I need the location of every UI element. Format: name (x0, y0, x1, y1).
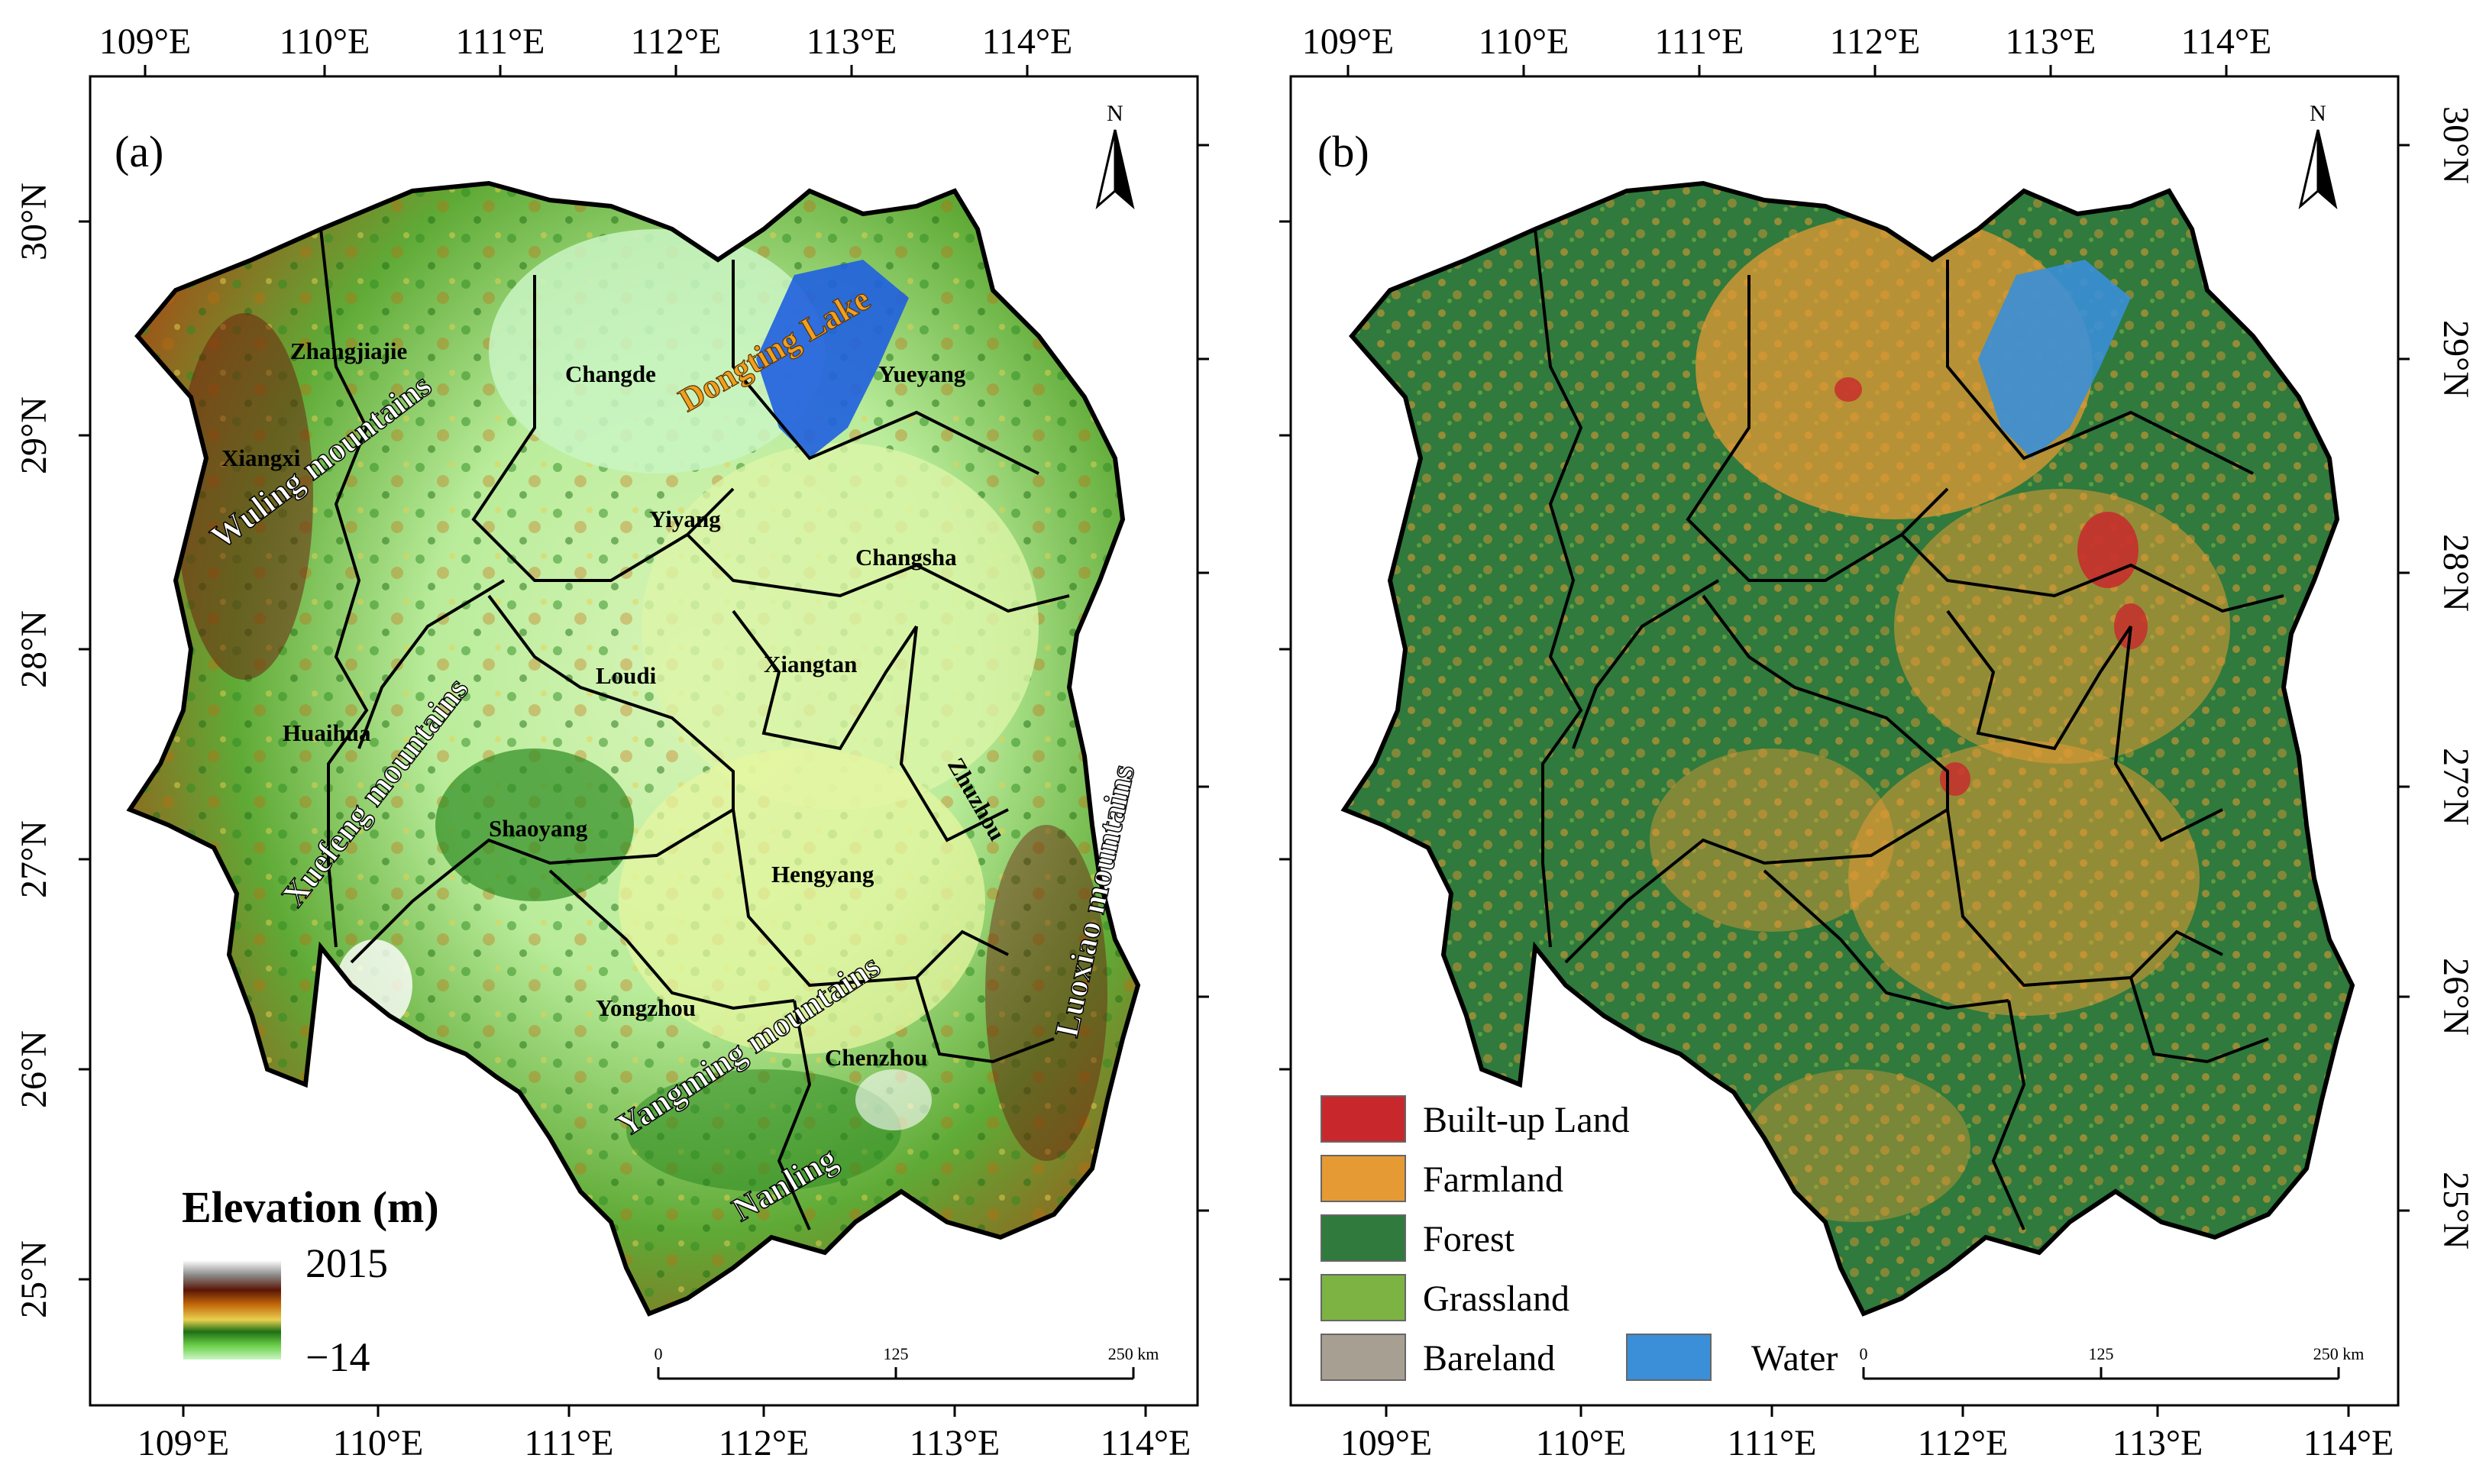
scale-label-125-a: 125 (884, 1344, 909, 1363)
city-labels-a: Zhangjiajie Changde Yueyang Xiangxi Yiya… (221, 338, 1011, 1071)
prefecture-boundaries-b (1534, 228, 2284, 1230)
scale-label-0-b: 0 (1860, 1344, 1868, 1363)
top-axis-labels-b: 109°E 110°E 111°E 112°E 113°E 114°E (1302, 21, 2272, 62)
city-label-shaoyang: Shaoyang (489, 815, 588, 842)
scale-label-250-b: 250 km (2313, 1344, 2365, 1363)
legend-label-water: Water (1751, 1338, 1838, 1379)
scale-bar-a: 0 125 250 km (655, 1344, 1159, 1380)
tick-marks-b (1279, 65, 2410, 1417)
legend-swatch-forest (1321, 1214, 1406, 1262)
north-label-b: N (2310, 101, 2326, 126)
top-tick-112-a: 112°E (631, 21, 722, 62)
panel-b: N (b) Built-up Land Farmland Forest Gras… (1279, 21, 2473, 1463)
city-label-hengyang: Hengyang (771, 861, 874, 887)
left-tick-27-a: 27°N (14, 820, 54, 898)
scale-label-250-a: 250 km (1108, 1344, 1159, 1363)
legend-label-farmland: Farmland (1423, 1159, 1563, 1200)
top-tick-110-b: 110°E (1479, 21, 1569, 62)
left-tick-26-a: 26°N (14, 1030, 54, 1108)
top-tick-113-a: 113°E (807, 21, 897, 62)
right-tick-28-b: 28°N (2436, 534, 2473, 612)
left-tick-29-a: 29°N (14, 396, 54, 474)
bottom-tick-110-b: 110°E (1536, 1423, 1627, 1463)
bottom-tick-111-b: 111°E (1728, 1423, 1817, 1463)
left-tick-25-a: 25°N (14, 1240, 54, 1318)
tick-marks-a (79, 65, 1209, 1417)
bottom-axis-labels-b: 109°E 110°E 111°E 112°E 113°E 114°E (1340, 1423, 2394, 1463)
city-label-zhangjiajie: Zhangjiajie (290, 338, 407, 364)
bottom-tick-114-a: 114°E (1101, 1423, 1191, 1463)
city-label-xiangxi: Xiangxi (221, 445, 301, 471)
city-label-changde: Changde (565, 360, 656, 387)
legend-title-elevation: Elevation (m) (182, 1182, 439, 1232)
legend-swatch-farmland (1321, 1155, 1406, 1202)
right-tick-30-b: 30°N (2436, 106, 2473, 184)
right-tick-29-b: 29°N (2436, 320, 2473, 398)
legend-swatch-water (1626, 1334, 1712, 1381)
legend-swatch-grassland (1321, 1274, 1406, 1321)
bottom-tick-113-a: 113°E (910, 1423, 1001, 1463)
bottom-axis-labels-a: 109°E 110°E 111°E 112°E 113°E 114°E (137, 1423, 1191, 1463)
top-tick-112-b: 112°E (1830, 21, 1921, 62)
legend-label-grassland: Grassland (1423, 1279, 1569, 1319)
bottom-tick-109-a: 109°E (137, 1423, 230, 1463)
top-tick-113-b: 113°E (2006, 21, 2096, 62)
right-tick-25-b: 25°N (2436, 1172, 2473, 1250)
legend-label-builtup: Built-up Land (1423, 1100, 1630, 1140)
legend-max-value: 2015 (305, 1240, 388, 1286)
lake-water-b (1978, 260, 2131, 458)
north-arrow-a: N (1095, 101, 1135, 210)
top-tick-109-b: 109°E (1302, 21, 1395, 62)
legend-label-forest: Forest (1423, 1219, 1515, 1259)
city-label-yiyang: Yiyang (649, 506, 721, 532)
top-axis-labels-a: 109°E 110°E 111°E 112°E 113°E 114°E (99, 21, 1073, 62)
right-tick-27-b: 27°N (2436, 748, 2473, 826)
left-tick-28-a: 28°N (14, 610, 54, 688)
panel-b-label: (b) (1317, 127, 1369, 176)
landuse-legend: Built-up Land Farmland Forest Grassland … (1321, 1095, 1838, 1381)
north-arrow-b: N (2298, 101, 2338, 210)
bottom-tick-111-a: 111°E (525, 1423, 614, 1463)
city-label-chenzhou: Chenzhou (825, 1044, 927, 1071)
left-axis-labels-a: 30°N 29°N 28°N 27°N 26°N 25°N (14, 183, 54, 1318)
left-tick-30-a: 30°N (14, 183, 54, 260)
bottom-tick-110-a: 110°E (333, 1423, 424, 1463)
top-tick-114-a: 114°E (982, 21, 1073, 62)
bottom-tick-114-b: 114°E (2303, 1423, 2394, 1463)
city-label-huaihua: Huaihua (283, 719, 371, 746)
legend-swatch-bareland (1321, 1334, 1406, 1381)
bottom-tick-113-b: 113°E (2113, 1423, 2203, 1463)
city-label-xiangtan: Xiangtan (764, 651, 857, 677)
panel-a: N (a) Zhangjiajie Changde Yueyang Xiangx… (14, 21, 1209, 1463)
top-tick-111-b: 111°E (1655, 21, 1744, 62)
scale-bar-b: 0 125 250 km (1860, 1344, 2365, 1380)
legend-label-bareland: Bareland (1423, 1338, 1555, 1379)
elevation-legend: Elevation (m) 2015 −14 (182, 1182, 439, 1380)
right-tick-26-b: 26°N (2436, 958, 2473, 1036)
city-label-yueyang: Yueyang (878, 360, 966, 387)
elevation-color-bar (183, 1260, 281, 1360)
bottom-tick-112-b: 112°E (1918, 1423, 2009, 1463)
top-tick-109-a: 109°E (99, 21, 192, 62)
panel-a-label: (a) (115, 127, 163, 176)
city-label-yongzhou: Yongzhou (596, 994, 696, 1021)
bottom-tick-112-a: 112°E (719, 1423, 810, 1463)
city-label-changsha: Changsha (855, 544, 957, 571)
city-label-loudi: Loudi (596, 662, 657, 689)
dongting-lake-water (756, 260, 909, 458)
scale-label-0-a: 0 (655, 1344, 663, 1363)
bottom-tick-109-b: 109°E (1340, 1423, 1433, 1463)
top-tick-114-b: 114°E (2181, 21, 2272, 62)
prefecture-boundaries-a (319, 228, 1070, 1230)
top-tick-111-a: 111°E (456, 21, 545, 62)
legend-min-value: −14 (305, 1334, 370, 1380)
legend-swatch-builtup (1321, 1095, 1406, 1143)
scale-label-125-b: 125 (2089, 1344, 2114, 1363)
north-label-a: N (1107, 101, 1123, 126)
top-tick-110-a: 110°E (280, 21, 370, 62)
right-axis-labels-b: 30°N 29°N 28°N 27°N 26°N 25°N (2436, 106, 2473, 1250)
